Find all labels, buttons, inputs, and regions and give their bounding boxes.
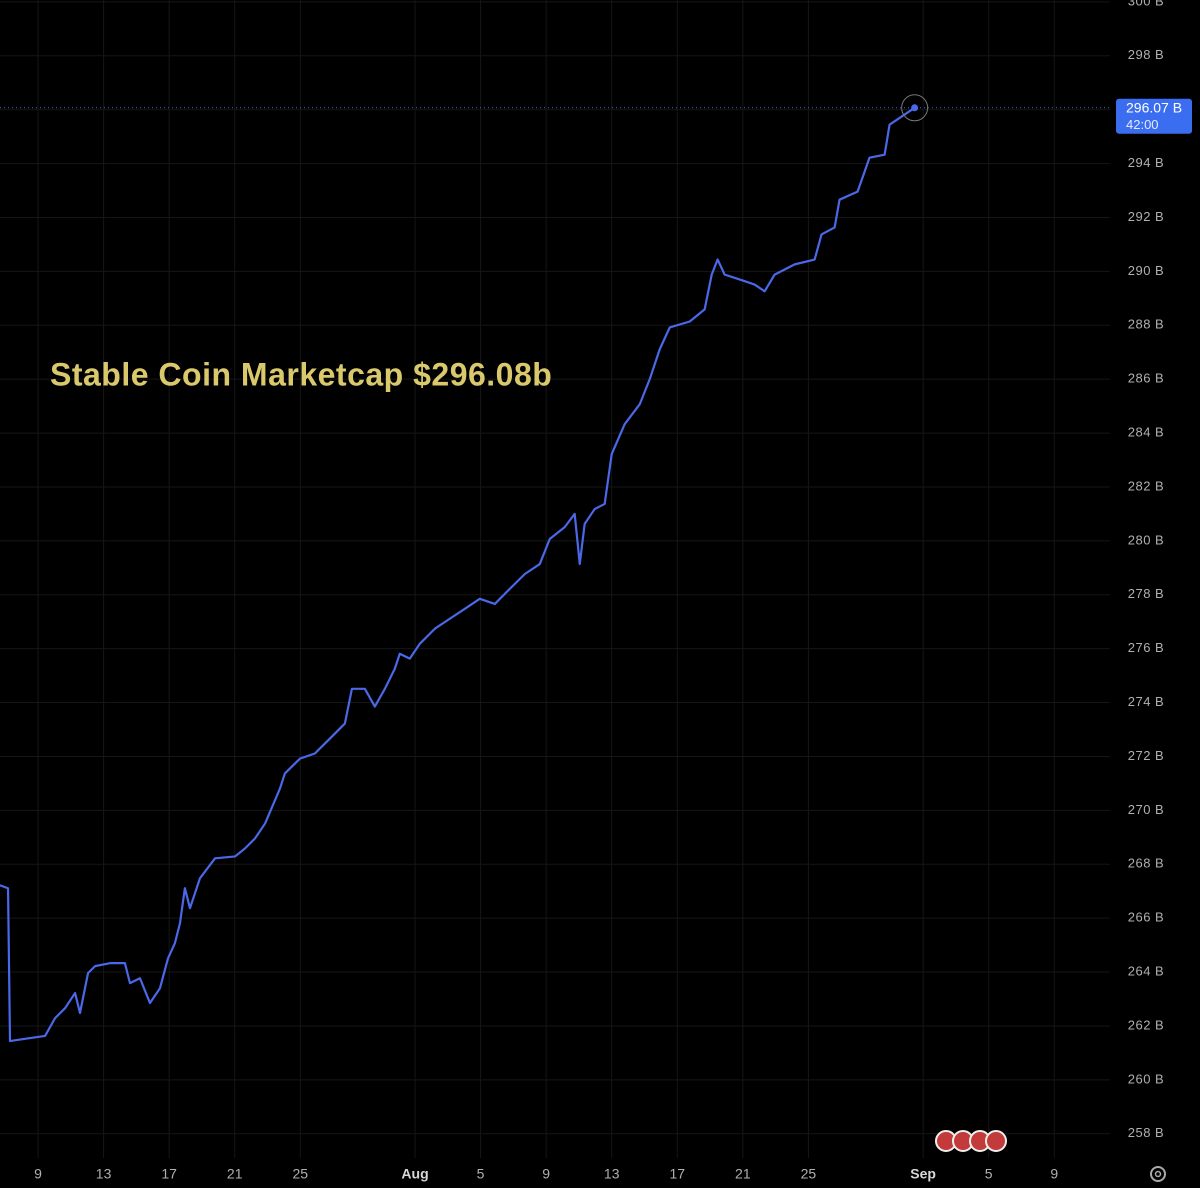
y-tick-label: 280 B — [1128, 532, 1164, 547]
x-tick-label: 21 — [227, 1166, 243, 1182]
y-tick-label: 270 B — [1128, 802, 1164, 817]
y-tick-label: 260 B — [1128, 1071, 1164, 1086]
settings-button[interactable] — [1150, 1166, 1166, 1182]
y-tick-label: 282 B — [1128, 478, 1164, 493]
y-tick-label: 284 B — [1128, 425, 1164, 440]
y-tick-label: 274 B — [1128, 694, 1164, 709]
last-price-badge — [1116, 98, 1192, 134]
x-tick-label: 21 — [735, 1166, 751, 1182]
y-tick-label: 300 B — [1128, 0, 1164, 8]
event-icons[interactable] — [935, 1130, 1007, 1152]
y-tick-label: 264 B — [1128, 963, 1164, 978]
x-tick-label: 9 — [1050, 1166, 1058, 1182]
last-point-halo — [901, 94, 929, 122]
y-tick-label: 286 B — [1128, 371, 1164, 386]
y-tick-label: 292 B — [1128, 209, 1164, 224]
x-tick-label: 9 — [34, 1166, 42, 1182]
countdown-label: 42:00 — [1126, 117, 1159, 132]
x-tick-label: Aug — [401, 1166, 428, 1182]
price-line — [0, 106, 916, 1043]
y-tick-label: 268 B — [1128, 856, 1164, 871]
x-tick-label: 25 — [801, 1166, 817, 1182]
y-tick-label: 290 B — [1128, 263, 1164, 278]
x-tick-label: 5 — [477, 1166, 485, 1182]
grid — [0, 0, 1110, 1158]
x-tick-label: 9 — [542, 1166, 550, 1182]
chart-title: Stable Coin Marketcap $296.08b — [50, 356, 552, 392]
y-tick-label: 278 B — [1128, 586, 1164, 601]
y-tick-label: 294 B — [1128, 155, 1164, 170]
x-tick-label: 25 — [292, 1166, 308, 1182]
y-tick-label: 288 B — [1128, 317, 1164, 332]
y-tick-label: 276 B — [1128, 640, 1164, 655]
event-flag[interactable] — [985, 1130, 1007, 1152]
y-tick-label: 272 B — [1128, 748, 1164, 763]
settings-icon[interactable] — [1150, 1166, 1166, 1182]
last-point — [911, 104, 919, 112]
x-tick-label: 17 — [161, 1166, 177, 1182]
x-tick-label: 13 — [96, 1166, 112, 1182]
x-tick-label: 5 — [985, 1166, 993, 1182]
x-tick-label: Sep — [910, 1166, 936, 1182]
y-tick-label: 262 B — [1128, 1017, 1164, 1032]
y-tick-label: 258 B — [1128, 1125, 1164, 1140]
settings-icon-center[interactable] — [1154, 1170, 1162, 1178]
plot-area — [0, 94, 1110, 1043]
y-tick-label: 298 B — [1128, 47, 1164, 62]
x-tick-label: 13 — [604, 1166, 620, 1182]
y-tick-label: 266 B — [1128, 910, 1164, 925]
last-price-label: 296.07 B — [1126, 99, 1182, 115]
x-tick-label: 17 — [669, 1166, 685, 1182]
